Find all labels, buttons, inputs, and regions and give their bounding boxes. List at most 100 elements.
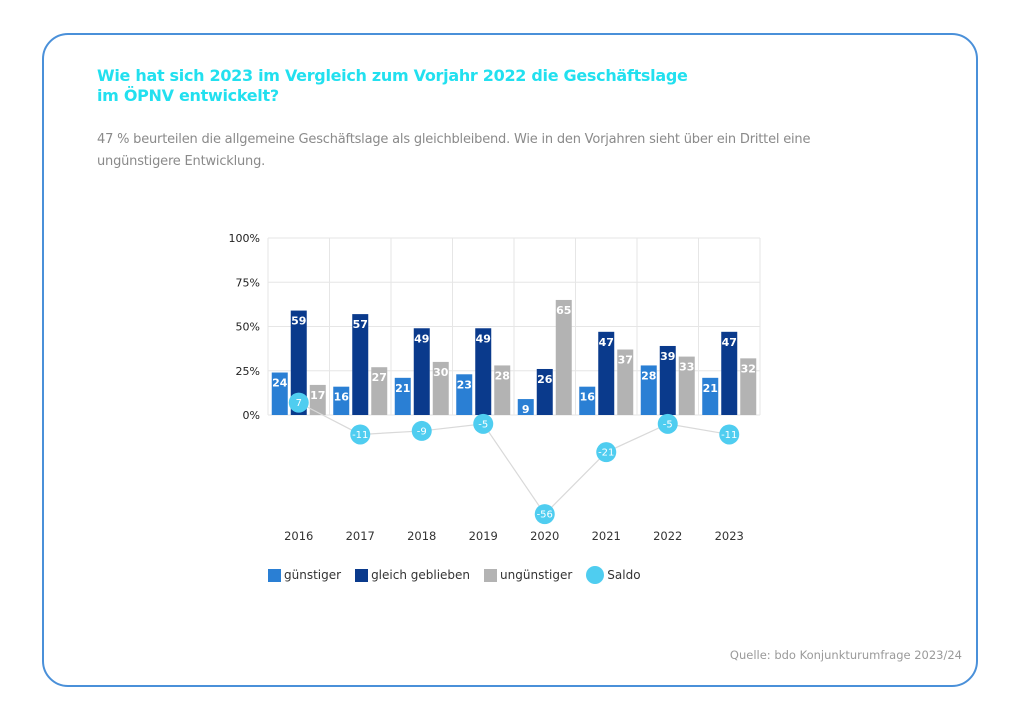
chart-card-frame (42, 33, 978, 687)
title-line-2: im ÖPNV entwickelt? (97, 86, 279, 105)
x-tick-label: 2022 (653, 529, 682, 543)
saldo-value-label: -9 (417, 426, 427, 437)
y-tick-label: 100% (229, 232, 260, 245)
bar-value-label: 47 (599, 336, 614, 349)
bar-günstiger-2023 (702, 377, 719, 415)
bar-value-label: 28 (641, 369, 656, 382)
bar-value-label: 32 (741, 362, 756, 375)
bar-value-label: 23 (457, 378, 472, 391)
saldo-value-label: -5 (663, 419, 673, 430)
source-note: Quelle: bdo Konjunkturumfrage 2023/24 (729, 648, 962, 662)
saldo-value-label: -21 (598, 448, 614, 459)
saldo-point (288, 392, 309, 413)
bar-value-label: 9 (522, 403, 530, 416)
bar-gleich-geblieben-2023 (721, 331, 738, 415)
legend-label-saldo: Saldo (607, 568, 641, 582)
x-tick-label: 2021 (592, 529, 621, 543)
x-tick-label: 2023 (715, 529, 744, 543)
bar-value-label: 37 (618, 354, 633, 367)
bar-gleich-geblieben-2020 (536, 368, 553, 415)
legend-label-guenstiger: günstiger (284, 568, 342, 582)
saldo-point (534, 504, 555, 525)
y-tick-label: 25% (236, 365, 260, 378)
subtitle-line-1: 47 % beurteilen die allgemeine Geschäfts… (97, 132, 811, 147)
title-line-1: Wie hat sich 2023 im Vergleich zum Vorja… (97, 66, 688, 85)
bar-value-label: 59 (291, 315, 306, 328)
legend-item-unguenstiger: ungünstiger (484, 568, 572, 582)
bar-ungünstiger-2023 (740, 358, 757, 415)
saldo-point (411, 420, 432, 441)
bar-value-label: 24 (272, 377, 288, 390)
bar-günstiger-2018 (394, 377, 411, 415)
saldo-value-label: -11 (352, 430, 368, 441)
bar-value-label: 30 (433, 366, 449, 379)
bar-value-label: 21 (703, 382, 718, 395)
bar-value-label: 33 (679, 361, 694, 374)
bar-value-label: 16 (580, 391, 596, 404)
x-tick-label: 2019 (469, 529, 498, 543)
bar-gleich-geblieben-2019 (475, 328, 492, 415)
x-tick-label: 2018 (407, 529, 436, 543)
bar-ungünstiger-2021 (617, 349, 634, 415)
bar-value-label: 27 (372, 371, 387, 384)
saldo-point (657, 413, 678, 434)
legend-swatch-gleich-geblieben (355, 568, 369, 582)
bar-value-label: 65 (556, 304, 571, 317)
subtitle: 47 % beurteilen die allgemeine Geschäfts… (97, 129, 897, 173)
bar-gleich-geblieben-2022 (659, 345, 676, 415)
bar-value-label: 57 (353, 318, 368, 331)
bar-günstiger-2020 (517, 399, 534, 415)
saldo-point (719, 424, 740, 445)
bar-value-label: 26 (537, 373, 553, 386)
bar-value-label: 47 (722, 336, 737, 349)
bar-günstiger-2019 (456, 374, 473, 415)
chart-legend: günstiger gleich geblieben ungünstiger S… (268, 566, 641, 584)
saldo-line (298, 402, 730, 516)
bar-günstiger-2017 (333, 386, 350, 415)
bar-value-label: 49 (476, 332, 491, 345)
x-tick-label: 2017 (346, 529, 375, 543)
saldo-point (596, 442, 617, 463)
legend-swatch-unguenstiger (484, 568, 498, 582)
bar-value-label: 21 (395, 382, 410, 395)
bar-gleich-geblieben-2021 (598, 331, 615, 415)
legend-swatch-guenstiger (268, 568, 281, 582)
bar-ungünstiger-2019 (494, 365, 511, 415)
bar-günstiger-2022 (640, 365, 657, 415)
legend-item-gleich-geblieben: gleich geblieben (355, 568, 470, 582)
bar-gleich-geblieben-2016 (290, 310, 307, 415)
y-tick-label: 0% (243, 409, 260, 422)
saldo-value-label: 7 (296, 398, 302, 409)
bar-gleich-geblieben-2018 (413, 328, 430, 415)
y-tick-label: 50% (236, 321, 260, 334)
legend-label-unguenstiger: ungünstiger (500, 568, 573, 582)
bar-value-label: 49 (414, 332, 429, 345)
saldo-value-label: -5 (478, 419, 488, 430)
subtitle-line-2: ungünstigere Entwicklung. (97, 154, 266, 169)
bar-value-label: 17 (310, 389, 325, 402)
page-title: Wie hat sich 2023 im Vergleich zum Vorja… (97, 66, 797, 106)
bar-value-label: 28 (495, 369, 510, 382)
bar-günstiger-2016 (271, 372, 288, 415)
bar-ungünstiger-2017 (371, 367, 388, 415)
saldo-value-label: -56 (537, 510, 553, 521)
legend-swatch-saldo (586, 566, 605, 584)
saldo-point (473, 413, 494, 434)
bar-value-label: 39 (660, 350, 675, 363)
legend-item-guenstiger: günstiger (268, 568, 341, 582)
legend-item-saldo: Saldo (586, 566, 641, 584)
bar-günstiger-2021 (579, 386, 596, 415)
x-tick-label: 2016 (284, 529, 313, 543)
bar-ungünstiger-2022 (678, 356, 695, 415)
y-tick-label: 75% (236, 276, 260, 289)
bar-ungünstiger-2016 (309, 384, 326, 415)
bar-value-label: 16 (334, 391, 350, 404)
bar-ungünstiger-2020 (555, 299, 572, 415)
saldo-value-label: -11 (721, 430, 737, 441)
bar-ungünstiger-2018 (432, 361, 449, 415)
bar-gleich-geblieben-2017 (352, 314, 369, 415)
x-tick-label: 2020 (530, 529, 559, 543)
saldo-point (350, 424, 371, 445)
legend-label-gleich-geblieben: gleich geblieben (371, 568, 471, 582)
